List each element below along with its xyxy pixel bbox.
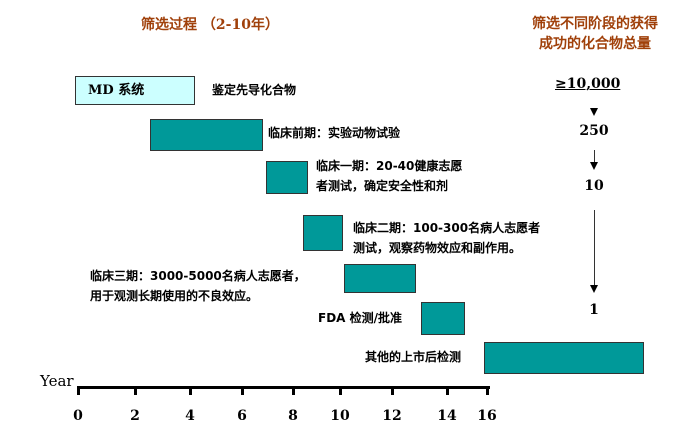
arrow-down-icon [590,162,598,170]
stage-label-phase-3: 临床三期：3000-5000名病人志愿者， 用于观测长期使用的不良效应。 [90,266,306,306]
axis-tick [292,388,295,395]
md-system-box: MD 系统 [75,76,195,105]
stage-label-post-market: 其他的上市后检测 [365,350,462,364]
arrow-line [594,150,595,164]
stage-label-preclinical: 临床前期：实验动物试验 [268,126,401,140]
phase-3-line-2: 用于观测长期使用的不良效应。 [90,289,259,303]
phase-2-line-1: 临床二期：100-300名病人志愿者 [353,221,541,235]
title-right-line-2: 成功的化合物总量 [539,36,651,52]
count-1: 1 [589,302,599,318]
axis-tick [189,388,192,395]
phase-1-line-2: 者测试，确定安全性和剂 [316,179,449,193]
stage-label-phase-2: 临床二期：100-300名病人志愿者 测试，观察药物效应和副作用。 [353,218,540,258]
phase-1-line-1: 临床一期：20-40健康志愿 [316,159,463,173]
axis-tick [241,388,244,395]
axis-tick [446,388,449,395]
title-right: 筛选不同阶段的获得 成功的化合物总量 [510,14,680,54]
bar-fda [421,302,465,335]
bar-preclinical [150,119,263,151]
phase-3-line-1: 临床三期：3000-5000名病人志愿者， [90,269,306,283]
axis-line [77,386,490,389]
phase-2-line-2: 测试，观察药物效应和副作用。 [353,241,522,255]
count-10000: ≥10,000 [555,76,621,92]
axis-tick-label: 2 [130,408,140,424]
axis-tick-label: 12 [382,408,402,424]
axis-tick [134,388,137,395]
axis-label: Year [40,372,74,390]
bar-phase-3 [344,264,416,293]
bar-phase-1 [266,161,308,194]
bar-post-market [484,342,644,374]
title-left: 筛选过程 （2-10年） [141,17,279,33]
count-10: 10 [584,178,604,194]
axis-tick [486,388,489,395]
axis-tick-label: 10 [330,408,350,424]
title-right-line-1: 筛选不同阶段的获得 [532,16,658,32]
axis-tick-label: 6 [237,408,247,424]
bar-phase-2 [303,215,343,251]
axis-tick [391,388,394,395]
axis-tick [77,388,80,395]
axis-tick-label: 16 [477,408,497,424]
arrow-down-icon [590,108,598,116]
arrow-line [594,210,595,288]
axis-tick-label: 8 [288,408,298,424]
axis-tick [339,388,342,395]
stage-label-fda: FDA 检测/批准 [318,311,403,325]
axis-tick-label: 0 [73,408,83,424]
axis-tick-label: 14 [437,408,457,424]
arrow-down-icon [590,285,598,293]
count-250: 250 [579,123,609,139]
stage-label-phase-1: 临床一期：20-40健康志愿 者测试，确定安全性和剂 [316,156,462,196]
axis-tick-label: 4 [185,408,195,424]
stage-label-lead: 鉴定先导化合物 [212,83,297,97]
